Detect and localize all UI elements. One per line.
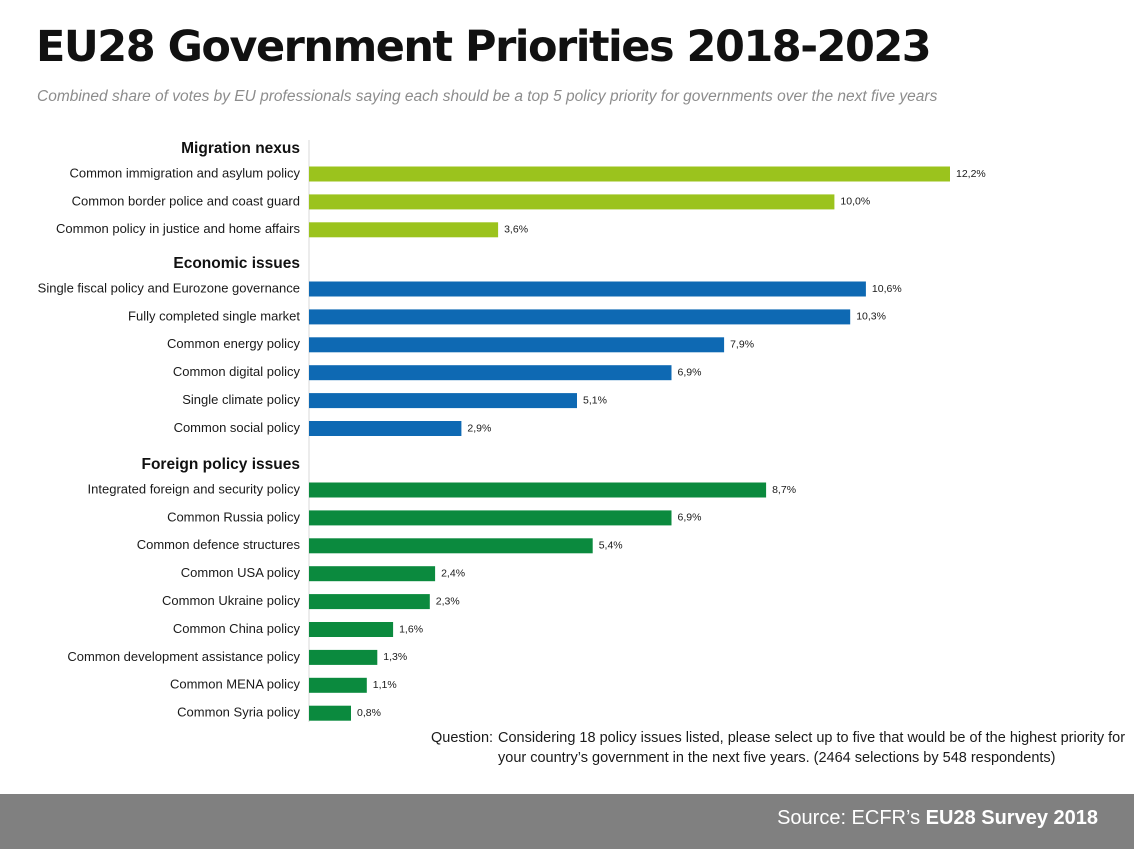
bar xyxy=(309,393,577,409)
bar xyxy=(309,705,351,721)
bar xyxy=(309,622,394,637)
data-label: 5,4% xyxy=(599,540,623,552)
data-label: 10,0% xyxy=(840,196,870,208)
bar xyxy=(309,566,436,582)
category-label: Common Russia policy xyxy=(167,509,300,524)
group-heading: Economic issues xyxy=(173,255,300,272)
source-survey-name: EU28 Survey 2018 xyxy=(925,807,1098,829)
bar xyxy=(309,166,950,182)
bar xyxy=(309,222,499,238)
category-label: Single fiscal policy and Eurozone govern… xyxy=(38,280,300,295)
chart-subtitle: Combined share of votes by EU profession… xyxy=(37,88,938,105)
question-label: Question: xyxy=(431,730,494,746)
data-label: 0,8% xyxy=(357,707,381,719)
category-label: Common immigration and asylum policy xyxy=(70,165,301,180)
data-label: 2,9% xyxy=(467,422,491,434)
bar xyxy=(309,281,866,297)
data-label: 2,4% xyxy=(441,567,465,579)
chart-title: EU28 Government Priorities 2018-2023 xyxy=(36,22,932,72)
data-label: 10,6% xyxy=(872,283,902,295)
category-label: Integrated foreign and security policy xyxy=(88,481,301,496)
category-label: Common Syria policy xyxy=(177,705,300,720)
data-label: 2,3% xyxy=(436,595,460,607)
category-label: Common development assistance policy xyxy=(67,649,300,664)
source-credit: Source: ECFR’s EU28 Survey 2018 xyxy=(777,807,1098,830)
category-label: Fully completed single market xyxy=(128,308,300,323)
footer-bar: Source: ECFR’s EU28 Survey 2018 xyxy=(0,794,1134,849)
bar xyxy=(309,309,851,325)
category-label: Common social policy xyxy=(174,420,301,435)
survey-question: Question: Considering 18 policy issues l… xyxy=(431,728,1131,768)
bar xyxy=(309,538,593,554)
bar xyxy=(309,482,767,498)
bar xyxy=(309,194,835,210)
data-label: 10,3% xyxy=(856,311,886,323)
data-label: 5,1% xyxy=(583,394,607,406)
bar xyxy=(309,594,430,610)
category-label: Single climate policy xyxy=(182,392,300,407)
bar xyxy=(309,365,672,381)
category-label: Common Ukraine policy xyxy=(162,593,300,608)
bar-chart: Migration nexus Common immigration and as… xyxy=(38,140,986,722)
category-label: Common policy in justice and home affair… xyxy=(56,221,300,236)
category-label: Common China policy xyxy=(173,621,301,636)
data-label: 8,7% xyxy=(772,484,796,496)
data-label: 1,1% xyxy=(373,679,397,691)
bar xyxy=(309,649,378,665)
data-label: 3,6% xyxy=(504,224,528,236)
data-label: 1,6% xyxy=(399,623,423,635)
source-prefix: Source: ECFR’s xyxy=(777,807,921,829)
group-heading: Foreign policy issues xyxy=(142,456,301,473)
question-text: Considering 18 policy issues listed, ple… xyxy=(498,730,1126,766)
category-label: Common MENA policy xyxy=(170,677,301,692)
category-label: Common digital policy xyxy=(173,364,301,379)
data-label: 12,2% xyxy=(956,168,986,180)
bar xyxy=(309,421,462,436)
bar xyxy=(309,510,672,526)
group-heading: Migration nexus xyxy=(181,140,300,157)
category-label: Common USA policy xyxy=(181,565,301,580)
category-label: Common energy policy xyxy=(167,336,300,351)
data-label: 6,9% xyxy=(678,366,702,378)
bar xyxy=(309,337,725,353)
category-label: Common border police and coast guard xyxy=(72,193,300,208)
data-label: 1,3% xyxy=(383,651,407,663)
bar xyxy=(309,677,367,693)
category-label: Common defence structures xyxy=(137,537,301,552)
data-label: 6,9% xyxy=(678,512,702,524)
data-label: 7,9% xyxy=(730,339,754,351)
